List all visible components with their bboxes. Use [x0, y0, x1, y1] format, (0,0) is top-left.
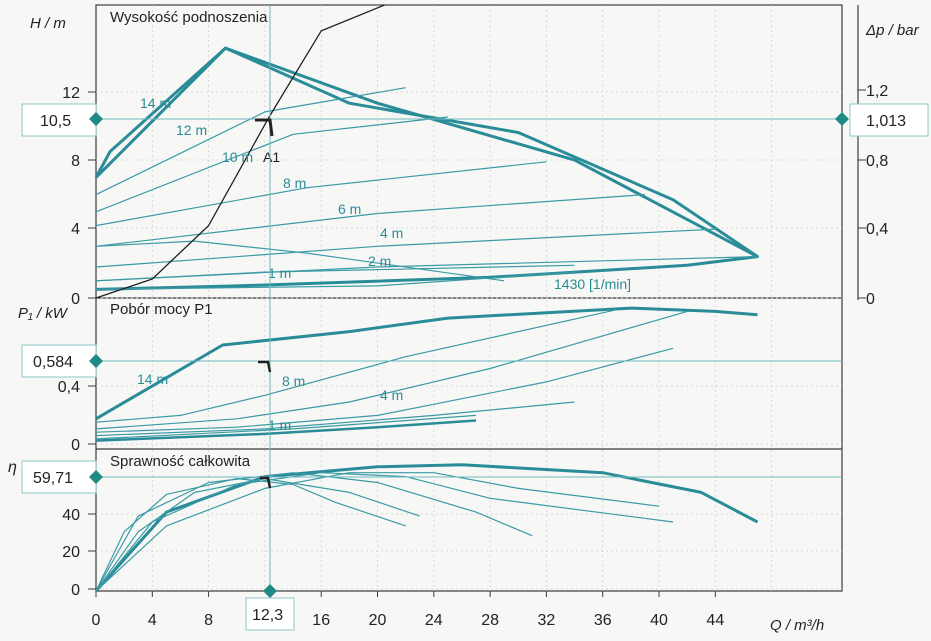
speed-label: 14 m — [140, 95, 171, 111]
speed-label: 6 m — [338, 201, 361, 217]
x-tick-label: 44 — [706, 612, 724, 629]
operating-point-mark — [255, 118, 274, 137]
pressure-value-box — [849, 103, 929, 137]
speed-label: 8 m — [283, 175, 306, 191]
x-tick-label: 32 — [538, 612, 556, 629]
head-series-line — [95, 271, 575, 290]
efficiency-value-box — [21, 460, 97, 494]
speed-label: 8 m — [282, 373, 305, 389]
y-tick-label: 0 — [71, 291, 80, 308]
y-tick-label: 4 — [71, 221, 80, 238]
x-tick-label: 20 — [369, 612, 387, 629]
head-series-line — [95, 228, 716, 268]
speed-label: 4 m — [380, 387, 403, 403]
x-tick-label: 8 — [204, 612, 213, 629]
power-series-line — [95, 401, 575, 437]
head-series-line — [95, 264, 575, 282]
speed-label: 10 m — [222, 149, 253, 165]
power-panel-title: Pobór mocy P1 — [110, 301, 213, 318]
y-tick-label: 40 — [62, 507, 80, 524]
x-tick-label: 16 — [312, 612, 330, 629]
efficiency-series-line — [95, 478, 406, 592]
operating-point-mark — [260, 476, 272, 489]
y2-tick-label: 0,8 — [866, 153, 888, 170]
efficiency-series-line — [94, 463, 759, 592]
x-tick-label: 0 — [92, 612, 101, 629]
head-value-box — [21, 103, 97, 137]
flow-value-box — [245, 597, 295, 631]
y2-tick-label: 1,2 — [866, 83, 888, 100]
head-panel-title: Wysokość podnoszenia — [110, 9, 268, 26]
head-axis-label: H / m — [30, 15, 66, 32]
y-tick-label: 20 — [62, 544, 80, 561]
flow-value-diamond — [263, 584, 277, 598]
operating-point-label: A1 — [263, 149, 280, 165]
power-value-diamond — [89, 354, 103, 368]
flow-value-text: 12,3 — [252, 607, 283, 624]
system-curve-line — [95, 4, 385, 299]
y2-tick-label: 0 — [866, 291, 875, 308]
head-series-line — [95, 240, 505, 282]
power-value-text: 0,584 — [33, 354, 73, 371]
efficiency-panel-title: Sprawność całkowita — [110, 453, 251, 470]
power-series-line — [95, 310, 688, 430]
speed-label: 1 m — [268, 417, 291, 433]
power-series-line — [95, 414, 477, 440]
head-series-line — [94, 46, 759, 258]
pressure-value-text: 1,013 — [866, 113, 906, 130]
head-series-line — [95, 161, 547, 227]
x-tick-label: 24 — [425, 612, 443, 629]
x-tick-label: 28 — [481, 612, 499, 629]
speed-note: 1430 [1/min] — [554, 276, 631, 292]
envelope-curve — [94, 46, 759, 291]
operating-point-mark — [258, 360, 272, 373]
x-tick-label: 36 — [594, 612, 612, 629]
x-tick-label: 4 — [148, 612, 157, 629]
efficiency-value-diamond — [89, 470, 103, 484]
pressure-axis-label: Δp / bar — [865, 22, 920, 39]
pressure-value-diamond — [835, 112, 849, 126]
efficiency-value-text: 59,71 — [33, 470, 73, 487]
y-tick-label: 0,4 — [58, 379, 80, 396]
x-tick-label: 40 — [650, 612, 668, 629]
head-series-line — [95, 116, 448, 213]
y-tick-label: 8 — [71, 153, 80, 170]
curves-layer — [94, 4, 759, 592]
speed-label: 2 m — [368, 253, 391, 269]
power-series-line — [95, 419, 477, 442]
efficiency-series-line — [95, 472, 533, 592]
speed-label: 14 m — [137, 371, 168, 387]
y-tick-label: 12 — [62, 85, 80, 102]
efficiency-series-line — [95, 472, 660, 592]
y2-tick-label: 0,4 — [866, 221, 888, 238]
efficiency-series-line — [95, 478, 420, 592]
head-series-line — [95, 194, 645, 247]
power-series-line — [95, 306, 758, 421]
y-tick-label: 0 — [71, 437, 80, 454]
power-value-box — [21, 344, 97, 378]
speed-label: 1 m — [268, 265, 291, 281]
head-series-line — [95, 87, 406, 196]
power-axis-label: P₁ / kW — [18, 305, 69, 322]
power-series-line — [95, 309, 617, 423]
speed-label: 12 m — [176, 122, 207, 138]
efficiency-axis-label: η — [8, 459, 17, 476]
flow-axis-label: Q / m³/h — [770, 617, 824, 634]
y-tick-label: 0 — [71, 582, 80, 599]
power-series-line — [95, 347, 674, 433]
speed-label: 4 m — [380, 225, 403, 241]
head-value-diamond — [89, 112, 103, 126]
head-value-text: 10,5 — [40, 113, 71, 130]
ticks-layer: 0 4 8 16 20 24 28 32 36 40 44 0 4 8 12 0 0,4 0 20 40 0 0,4 0,8… — [58, 83, 889, 629]
